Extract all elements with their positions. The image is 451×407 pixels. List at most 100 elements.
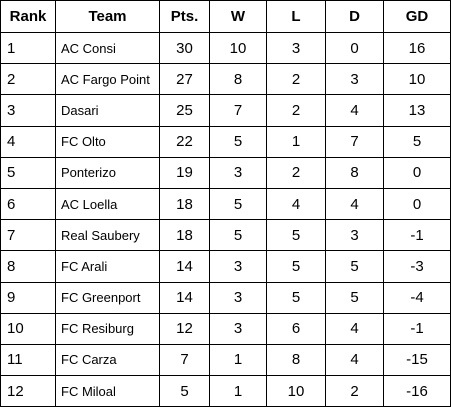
team-cell: Dasari <box>55 94 160 127</box>
table-row: 2 AC Fargo Point 27 8 2 3 10 <box>0 63 451 96</box>
goal-difference-cell: -1 <box>383 219 451 252</box>
points-cell: 18 <box>159 219 210 252</box>
points-cell: 27 <box>159 63 210 96</box>
team-cell: FC Carza <box>55 343 160 377</box>
table-row: 5 Ponterizo 19 3 2 8 0 <box>0 156 451 189</box>
header-losses: L <box>266 0 326 33</box>
team-cell: Real Saubery <box>55 219 160 252</box>
team-cell: AC Fargo Point <box>55 63 160 96</box>
points-cell: 19 <box>159 156 210 189</box>
goal-difference-cell: 13 <box>383 94 451 127</box>
rank-cell: 4 <box>0 125 56 158</box>
goal-difference-cell: 10 <box>383 63 451 96</box>
wins-cell: 8 <box>209 63 267 96</box>
losses-cell: 5 <box>266 281 326 314</box>
header-wins: W <box>209 0 267 33</box>
goal-difference-cell: 0 <box>383 156 451 189</box>
goal-difference-cell: -3 <box>383 250 451 283</box>
team-cell: FC Arali <box>55 250 160 283</box>
losses-cell: 8 <box>266 343 326 377</box>
draws-cell: 4 <box>325 187 384 221</box>
table-row: 1 AC Consi 30 10 3 0 16 <box>0 31 451 65</box>
team-cell: FC Resiburg <box>55 312 160 345</box>
table-row: 10 FC Resiburg 12 3 6 4 -1 <box>0 312 451 345</box>
rank-cell: 7 <box>0 219 56 252</box>
rank-cell: 10 <box>0 312 56 345</box>
draws-cell: 4 <box>325 343 384 377</box>
rank-cell: 1 <box>0 31 56 65</box>
draws-cell: 0 <box>325 31 384 65</box>
standings-body: 1 AC Consi 30 10 3 0 16 2 AC Fargo Point 27 8 2 3 10 3… <box>0 31 451 407</box>
points-cell: 7 <box>159 343 210 377</box>
wins-cell: 1 <box>209 375 267 407</box>
points-cell: 25 <box>159 94 210 127</box>
rank-cell: 5 <box>0 156 56 189</box>
team-cell: FC Miloal <box>55 375 160 407</box>
wins-cell: 1 <box>209 343 267 377</box>
goal-difference-cell: -16 <box>383 375 451 407</box>
goal-difference-cell: 16 <box>383 31 451 65</box>
rank-cell: 12 <box>0 375 56 407</box>
table-row: 9 FC Greenport 14 3 5 5 -4 <box>0 281 451 314</box>
wins-cell: 10 <box>209 31 267 65</box>
points-cell: 14 <box>159 250 210 283</box>
goal-difference-cell: -4 <box>383 281 451 314</box>
draws-cell: 7 <box>325 125 384 158</box>
losses-cell: 5 <box>266 219 326 252</box>
losses-cell: 6 <box>266 312 326 345</box>
table-row: 8 FC Arali 14 3 5 5 -3 <box>0 250 451 283</box>
rank-cell: 2 <box>0 63 56 96</box>
rank-cell: 8 <box>0 250 56 283</box>
draws-cell: 5 <box>325 281 384 314</box>
points-cell: 30 <box>159 31 210 65</box>
points-cell: 12 <box>159 312 210 345</box>
goal-difference-cell: -15 <box>383 343 451 377</box>
header-goal-difference: GD <box>383 0 451 33</box>
table-row: 11 FC Carza 7 1 8 4 -15 <box>0 343 451 377</box>
wins-cell: 5 <box>209 219 267 252</box>
losses-cell: 4 <box>266 187 326 221</box>
draws-cell: 4 <box>325 312 384 345</box>
draws-cell: 2 <box>325 375 384 407</box>
team-cell: FC Greenport <box>55 281 160 314</box>
draws-cell: 3 <box>325 219 384 252</box>
wins-cell: 3 <box>209 312 267 345</box>
header-points: Pts. <box>159 0 210 33</box>
rank-cell: 9 <box>0 281 56 314</box>
table-row: 4 FC Olto 22 5 1 7 5 <box>0 125 451 158</box>
wins-cell: 5 <box>209 187 267 221</box>
goal-difference-cell: 5 <box>383 125 451 158</box>
wins-cell: 3 <box>209 156 267 189</box>
losses-cell: 3 <box>266 31 326 65</box>
points-cell: 22 <box>159 125 210 158</box>
draws-cell: 3 <box>325 63 384 96</box>
rank-cell: 3 <box>0 94 56 127</box>
losses-cell: 5 <box>266 250 326 283</box>
rank-cell: 11 <box>0 343 56 377</box>
draws-cell: 8 <box>325 156 384 189</box>
wins-cell: 5 <box>209 125 267 158</box>
losses-cell: 10 <box>266 375 326 407</box>
points-cell: 5 <box>159 375 210 407</box>
losses-cell: 2 <box>266 63 326 96</box>
goal-difference-cell: 0 <box>383 187 451 221</box>
losses-cell: 2 <box>266 156 326 189</box>
wins-cell: 3 <box>209 250 267 283</box>
table-row: 7 Real Saubery 18 5 5 3 -1 <box>0 219 451 252</box>
table-row: 3 Dasari 25 7 2 4 13 <box>0 94 451 127</box>
header-row: Rank Team Pts. W L D GD <box>0 0 451 33</box>
team-cell: FC Olto <box>55 125 160 158</box>
header-rank: Rank <box>0 0 56 33</box>
wins-cell: 3 <box>209 281 267 314</box>
table-row: 6 AC Loella 18 5 4 4 0 <box>0 187 451 221</box>
goal-difference-cell: -1 <box>383 312 451 345</box>
table-row: 12 FC Miloal 5 1 10 2 -16 <box>0 375 451 407</box>
team-cell: Ponterizo <box>55 156 160 189</box>
points-cell: 14 <box>159 281 210 314</box>
header-team: Team <box>55 0 160 33</box>
team-cell: AC Consi <box>55 31 160 65</box>
header-draws: D <box>325 0 384 33</box>
draws-cell: 4 <box>325 94 384 127</box>
losses-cell: 1 <box>266 125 326 158</box>
